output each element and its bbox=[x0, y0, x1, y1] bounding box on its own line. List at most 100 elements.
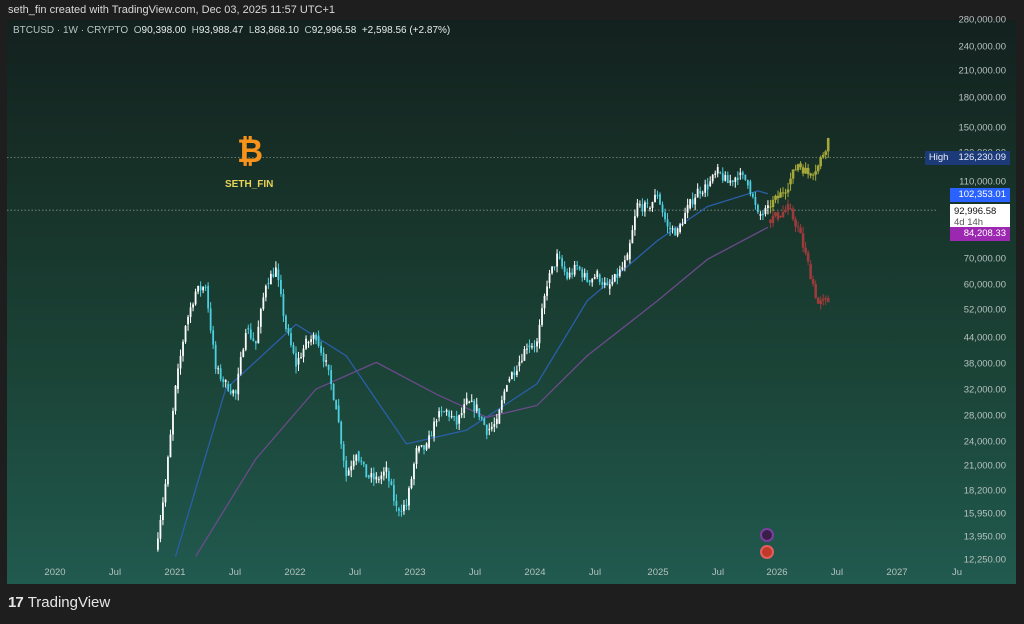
price-axis-label: 38,000.00 bbox=[963, 358, 1006, 370]
last-price-tag: 92,996.58 4d 14h bbox=[950, 204, 1010, 230]
candle bbox=[470, 394, 473, 403]
candle bbox=[556, 249, 558, 273]
candle bbox=[699, 186, 702, 199]
candle bbox=[804, 162, 807, 174]
candle bbox=[420, 445, 423, 448]
candle bbox=[819, 155, 822, 170]
candle bbox=[280, 274, 282, 297]
candle bbox=[455, 410, 458, 430]
price-axis-label: 13,950.00 bbox=[963, 531, 1006, 543]
candle bbox=[423, 444, 425, 455]
candle bbox=[526, 343, 528, 355]
chart-pane[interactable]: BTCUSD · 1W · CRYPTO O90,398.00 H93,988.… bbox=[7, 15, 1016, 584]
candle bbox=[621, 261, 624, 271]
candle bbox=[219, 364, 222, 382]
candle bbox=[516, 365, 518, 378]
candle bbox=[460, 407, 463, 419]
us-flag-event-icon[interactable] bbox=[760, 545, 774, 559]
candle bbox=[204, 284, 207, 291]
candle bbox=[282, 288, 285, 323]
candle bbox=[551, 266, 553, 275]
time-axis-label: Jul bbox=[348, 567, 362, 578]
candle bbox=[355, 453, 358, 466]
candle bbox=[435, 418, 438, 427]
candle bbox=[789, 203, 792, 210]
candle bbox=[345, 455, 348, 482]
candle bbox=[510, 371, 513, 380]
high-tag-value: 126,230.09 bbox=[958, 152, 1006, 163]
candle bbox=[194, 288, 197, 306]
crypto-event-icon[interactable] bbox=[760, 528, 774, 542]
candle bbox=[473, 399, 476, 418]
candle bbox=[558, 251, 561, 260]
candle bbox=[809, 172, 812, 179]
candle bbox=[749, 179, 752, 197]
candle bbox=[801, 164, 805, 177]
candle bbox=[631, 225, 634, 244]
candle bbox=[483, 417, 486, 426]
candle bbox=[656, 190, 659, 200]
candle bbox=[578, 265, 581, 271]
ma-blue-tag: 102,353.01 bbox=[950, 188, 1010, 202]
candle bbox=[719, 171, 722, 175]
candle bbox=[202, 285, 205, 294]
candle bbox=[791, 169, 795, 184]
candle bbox=[826, 137, 830, 158]
candle bbox=[651, 201, 654, 212]
candle bbox=[242, 347, 245, 358]
candle bbox=[169, 429, 172, 458]
candle bbox=[490, 421, 493, 432]
candle bbox=[729, 174, 732, 186]
candle bbox=[500, 395, 503, 413]
candle bbox=[498, 408, 501, 425]
price-plot[interactable] bbox=[7, 20, 1016, 584]
candle bbox=[771, 211, 775, 228]
price-axis-label: 210,000.00 bbox=[958, 65, 1006, 77]
candle bbox=[731, 179, 734, 187]
candle bbox=[536, 338, 538, 353]
candle bbox=[249, 323, 252, 340]
candle bbox=[413, 462, 415, 486]
candle bbox=[408, 486, 410, 511]
candle bbox=[244, 328, 247, 352]
candle bbox=[689, 198, 692, 210]
candle bbox=[789, 172, 792, 191]
candle bbox=[410, 476, 413, 490]
candle bbox=[811, 172, 815, 181]
candle bbox=[639, 200, 641, 208]
candle bbox=[816, 164, 820, 175]
candle bbox=[661, 201, 664, 217]
candle bbox=[247, 324, 250, 335]
candle bbox=[566, 268, 569, 281]
time-axis-label: 2026 bbox=[766, 567, 788, 578]
candle bbox=[563, 261, 566, 276]
candle bbox=[799, 161, 802, 170]
price-axis-label: 21,000.00 bbox=[963, 460, 1006, 472]
candle bbox=[716, 163, 719, 178]
candle bbox=[187, 314, 189, 331]
price-axis-label: 280,000.00 bbox=[958, 14, 1006, 26]
candle bbox=[746, 179, 749, 190]
candle bbox=[674, 226, 676, 236]
candle bbox=[593, 273, 596, 280]
tradingview-logo: 17 TradingView bbox=[8, 594, 110, 611]
price-axis-label: 240,000.00 bbox=[958, 41, 1006, 53]
high-tag-label: High bbox=[928, 152, 949, 163]
candle bbox=[340, 420, 343, 449]
candle bbox=[365, 464, 368, 478]
candle bbox=[385, 461, 388, 479]
candle bbox=[824, 295, 827, 305]
candle bbox=[162, 497, 164, 526]
candle bbox=[277, 263, 280, 287]
candle bbox=[644, 200, 646, 217]
price-axis-label: 70,000.00 bbox=[963, 253, 1006, 265]
candle bbox=[315, 332, 317, 345]
candle bbox=[613, 273, 616, 283]
candle bbox=[305, 335, 307, 350]
candle bbox=[375, 472, 378, 484]
candle bbox=[257, 320, 260, 344]
time-axis-label: Jul bbox=[468, 567, 482, 578]
open-value: 90,398.00 bbox=[141, 25, 187, 36]
candle bbox=[337, 398, 340, 424]
low-value: 83,868.10 bbox=[254, 25, 299, 36]
